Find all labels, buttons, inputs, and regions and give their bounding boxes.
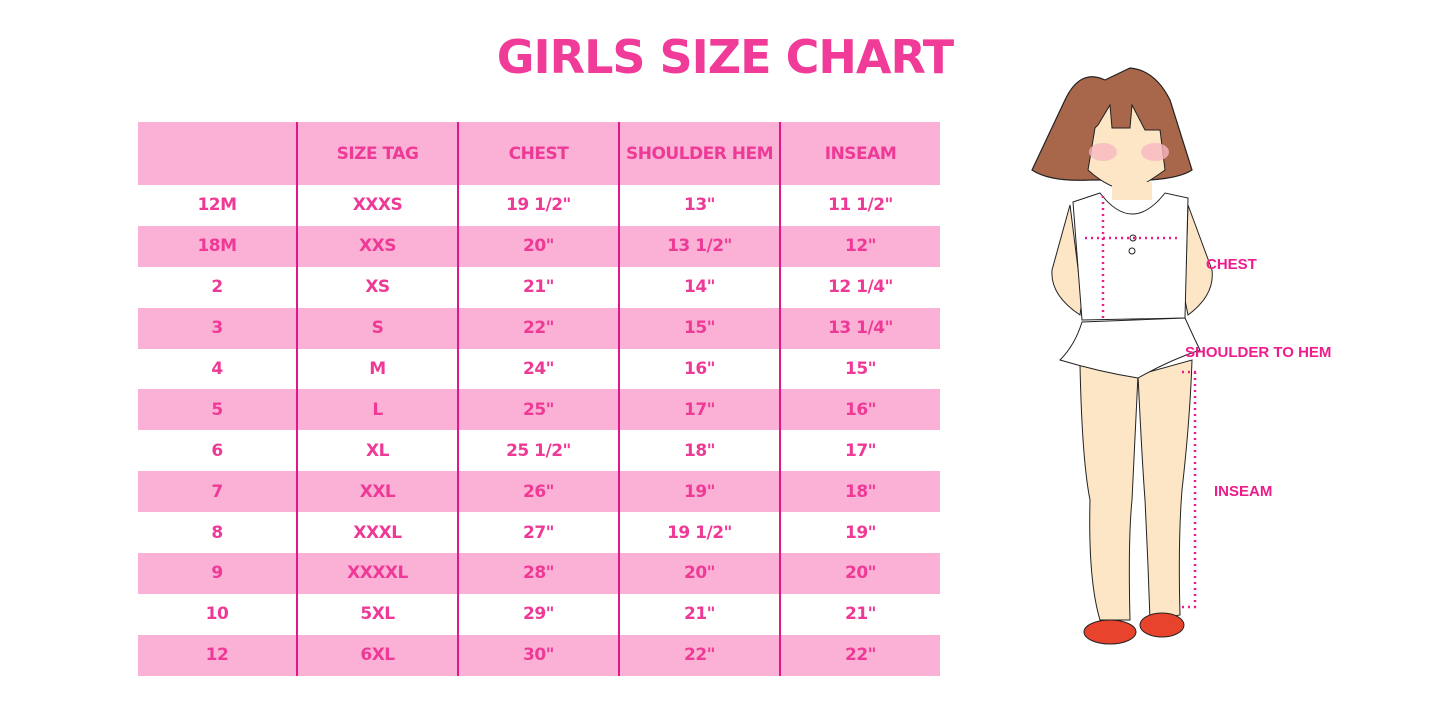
table-row: 6 XL 25 1/2" 18" 17" — [138, 430, 940, 472]
chest-label: CHEST — [1206, 256, 1257, 273]
shoulder-hem-cell: 14" — [618, 266, 780, 308]
chest-cell: 20" — [457, 225, 619, 267]
table-row: 10 5XL 29" 21" 21" — [138, 593, 940, 635]
inseam-cell: 11 1/2" — [779, 185, 940, 226]
header-shoulder-hem: SHOULDER HEM — [618, 122, 780, 185]
inseam-cell: 19" — [779, 512, 940, 554]
size-tag-cell: XXXXL — [296, 553, 458, 594]
inseam-cell: 18" — [779, 471, 940, 513]
shoulder-to-hem-label: SHOULDER TO HEM — [1185, 344, 1332, 361]
size-tag-cell: XXL — [296, 471, 458, 513]
table-row: 4 M 24" 16" 15" — [138, 348, 940, 390]
shoulder-hem-cell: 15" — [618, 307, 780, 349]
table-row: 18M XXS 20" 13 1/2" 12" — [138, 225, 940, 267]
table-row: 3 S 22" 15" 13 1/4" — [138, 307, 940, 349]
size-tag-cell: XS — [296, 266, 458, 308]
size-tag-cell: S — [296, 307, 458, 349]
table-header-row: SIZE TAG CHEST SHOULDER HEM INSEAM — [138, 122, 940, 185]
chest-cell: 19 1/2" — [457, 185, 619, 226]
header-chest: CHEST — [457, 122, 619, 185]
size-cell: 7 — [211, 481, 223, 502]
table-row: 8 XXXL 27" 19 1/2" 19" — [138, 512, 940, 554]
chest-cell: 29" — [457, 593, 619, 635]
chest-cell: 26" — [457, 471, 619, 513]
size-cell: 3 — [211, 318, 223, 339]
inseam-cell: 16" — [779, 389, 940, 431]
size-cell: 5 — [211, 399, 223, 420]
size-cell: 8 — [211, 522, 223, 543]
header-size-tag: SIZE TAG — [296, 122, 458, 185]
inseam-label: INSEAM — [1214, 483, 1273, 500]
shoulder-hem-cell: 22" — [618, 634, 780, 676]
chest-cell: 24" — [457, 348, 619, 390]
chest-cell: 30" — [457, 634, 619, 676]
size-cell: 2 — [211, 277, 223, 298]
size-tag-cell: L — [296, 389, 458, 431]
header-size — [138, 122, 297, 185]
girl-measurement-illustration — [1020, 60, 1420, 664]
inseam-cell: 13 1/4" — [779, 307, 940, 349]
inseam-cell: 12" — [779, 225, 940, 267]
inseam-cell: 21" — [779, 593, 940, 635]
shoulder-hem-cell: 16" — [618, 348, 780, 390]
header-inseam: INSEAM — [779, 122, 940, 185]
inseam-cell: 20" — [779, 553, 940, 594]
size-tag-cell: XL — [296, 430, 458, 472]
chest-cell: 25 1/2" — [457, 430, 619, 472]
size-tag-cell: 6XL — [296, 634, 458, 676]
shoulder-hem-cell: 19" — [618, 471, 780, 513]
chest-cell: 25" — [457, 389, 619, 431]
size-tag-cell: XXXS — [296, 185, 458, 226]
chest-cell: 27" — [457, 512, 619, 554]
size-cell: 4 — [211, 359, 223, 379]
table-row: 7 XXL 26" 19" 18" — [138, 471, 940, 513]
size-cell: 9 — [211, 563, 223, 584]
inseam-cell: 17" — [779, 430, 940, 472]
chest-cell: 28" — [457, 553, 619, 594]
shoulder-hem-cell: 20" — [618, 553, 780, 594]
inseam-cell: 12 1/4" — [779, 266, 940, 308]
size-tag-cell: XXXL — [296, 512, 458, 554]
shoulder-hem-cell: 13 1/2" — [618, 225, 780, 267]
size-chart-table: SIZE TAG CHEST SHOULDER HEM INSEAM 12M XX… — [138, 122, 940, 676]
shoulder-hem-cell: 13" — [618, 185, 780, 226]
size-cell: 12M — [197, 195, 237, 216]
shoulder-hem-cell: 19 1/2" — [618, 512, 780, 554]
size-cell: 18M — [197, 236, 237, 257]
chest-cell: 22" — [457, 307, 619, 349]
size-tag-cell: 5XL — [296, 593, 458, 635]
table-row: 5 L 25" 17" 16" — [138, 389, 940, 431]
table-row: 2 XS 21" 14" 12 1/4" — [138, 266, 940, 308]
size-cell: 10 — [205, 604, 229, 625]
table-row: 9 XXXXL 28" 20" 20" — [138, 553, 940, 594]
shoulder-hem-cell: 21" — [618, 593, 780, 635]
inseam-cell: 15" — [779, 348, 940, 390]
chest-cell: 21" — [457, 266, 619, 308]
size-cell: 6 — [211, 440, 223, 461]
table-row: 12 6XL 30" 22" 22" — [138, 634, 940, 676]
inseam-cell: 22" — [779, 634, 940, 676]
shoulder-hem-cell: 18" — [618, 430, 780, 472]
table-row: 12M XXXS 19 1/2" 13" 11 1/2" — [138, 185, 940, 226]
size-tag-cell: XXS — [296, 225, 458, 267]
page-title: GIRLS SIZE CHART — [496, 30, 954, 84]
size-cell: 12 — [205, 645, 229, 666]
size-tag-cell: M — [296, 348, 458, 390]
shoulder-hem-cell: 17" — [618, 389, 780, 431]
